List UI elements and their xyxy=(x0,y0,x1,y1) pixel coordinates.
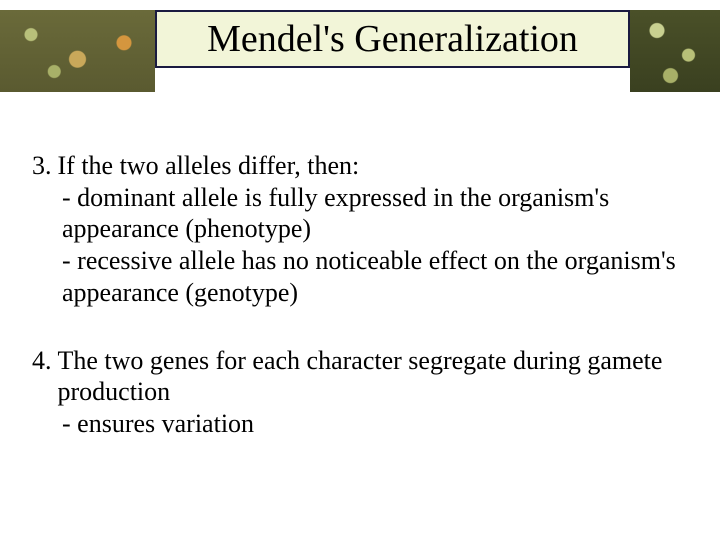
slide-body: 3. If the two alleles differ, then: - do… xyxy=(32,150,688,476)
slide-title: Mendel's Generalization xyxy=(207,17,578,61)
title-box: Mendel's Generalization xyxy=(155,10,630,68)
title-banner: Mendel's Generalization xyxy=(0,10,720,92)
item-number: 3. xyxy=(32,150,58,182)
banner-image-right xyxy=(630,10,720,92)
item-lead: If the two alleles differ, then: xyxy=(58,150,360,182)
banner-image-left xyxy=(0,10,155,92)
list-item: 3. If the two alleles differ, then: - do… xyxy=(32,150,688,309)
item-sub: - ensures variation xyxy=(32,408,688,440)
item-sub: - dominant allele is fully expressed in … xyxy=(32,182,688,245)
item-number: 4. xyxy=(32,345,58,408)
item-lead: The two genes for each character segrega… xyxy=(58,345,689,408)
item-sub: - recessive allele has no noticeable eff… xyxy=(32,245,688,308)
list-item: 4. The two genes for each character segr… xyxy=(32,345,688,440)
